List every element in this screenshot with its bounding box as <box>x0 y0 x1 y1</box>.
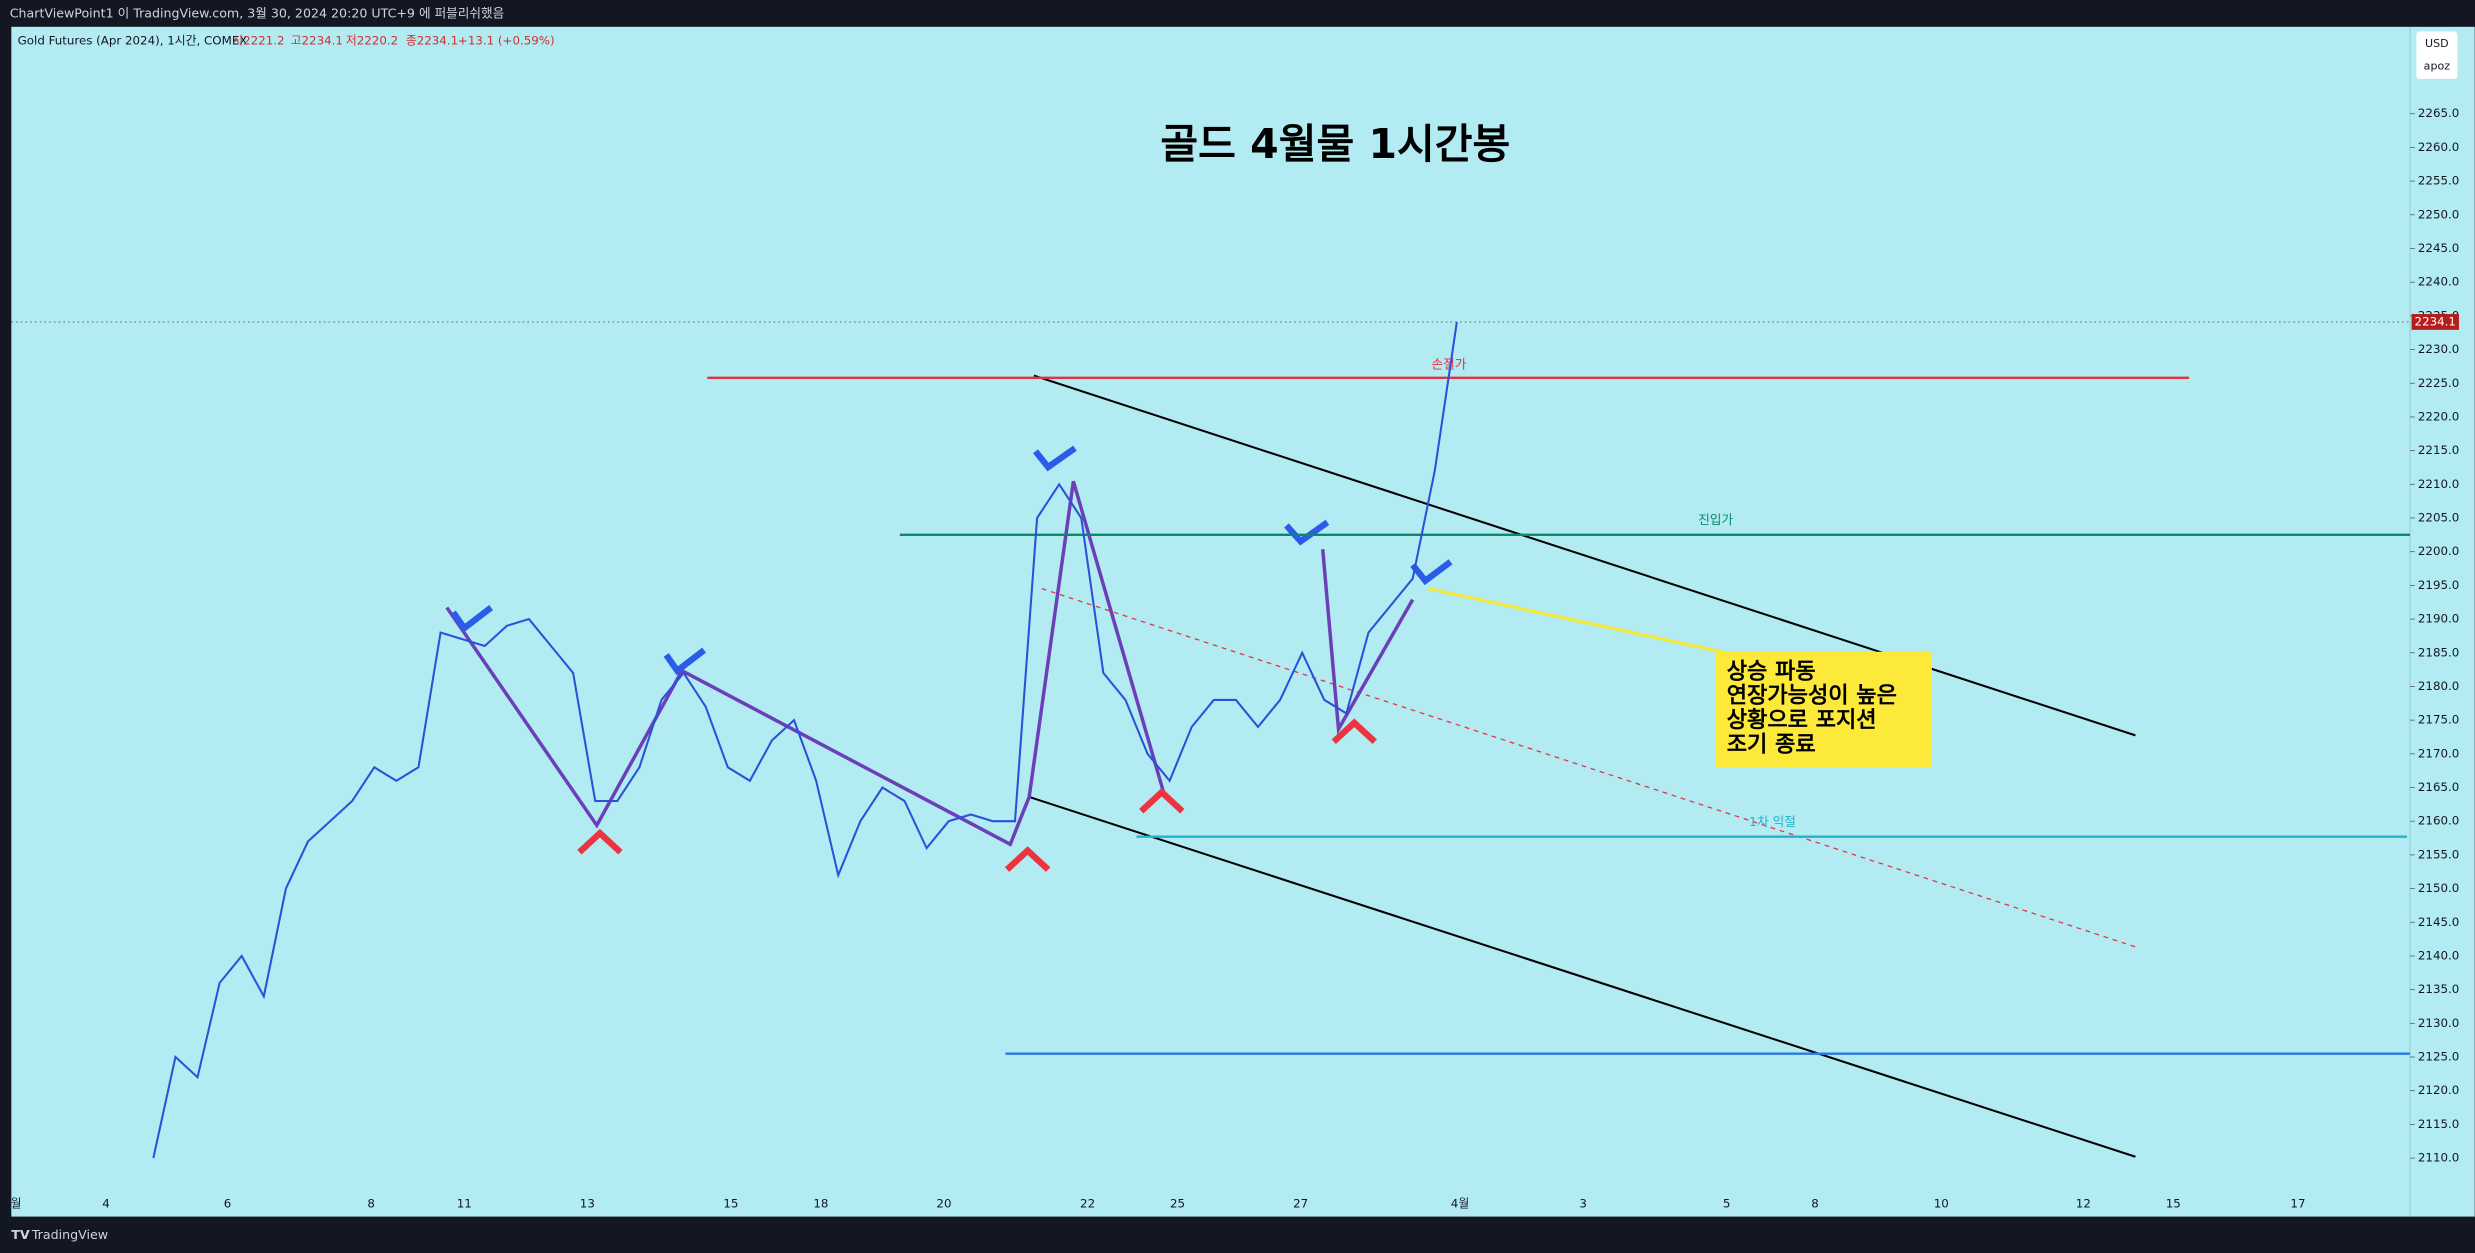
x-tick-label: 17 <box>2290 1197 2305 1211</box>
annotation-line: 상황으로 포지션 <box>1727 707 1877 733</box>
ohlc-value: 종2234.1 <box>406 34 458 48</box>
ohlc-value: 저2220.2 <box>346 34 398 48</box>
x-tick-label: 25 <box>1170 1197 1185 1211</box>
x-tick-label: 20 <box>936 1197 951 1211</box>
currency: USD <box>2425 37 2449 50</box>
annotation-line: 연장가능성이 높은 <box>1727 683 1897 709</box>
y-tick-label: 2200.0 <box>2418 544 2459 558</box>
top-marks <box>450 445 1453 676</box>
y-tick-label: 2175.0 <box>2418 713 2459 727</box>
y-tick-label: 2190.0 <box>2418 612 2459 626</box>
x-tick-label: 4 <box>102 1197 110 1211</box>
x-tick-label: 11 <box>457 1197 472 1211</box>
ohlc-value: 고2234.1 <box>291 34 343 48</box>
y-tick-label: 2185.0 <box>2418 645 2459 659</box>
last-price-label: 2234.1 <box>2415 314 2456 328</box>
y-tick-label: 2115.0 <box>2418 1117 2459 1131</box>
currency-box[interactable] <box>2416 31 2458 79</box>
y-tick-label: 2110.0 <box>2418 1151 2459 1165</box>
brand: TradingView <box>31 1227 108 1242</box>
y-tick-label: 2170.0 <box>2418 746 2459 760</box>
x-tick-label: 10 <box>1934 1197 1949 1211</box>
brand-logo: TV <box>11 1227 30 1242</box>
y-tick-label: 2220.0 <box>2418 409 2459 423</box>
level-label: 1차 익절 <box>1749 814 1796 829</box>
level-label: 손절가 <box>1432 357 1467 372</box>
x-tick-label: 3 <box>1579 1197 1587 1211</box>
y-tick-label: 2260.0 <box>2418 140 2459 154</box>
y-tick-label: 2265.0 <box>2418 106 2459 120</box>
callout-line <box>1428 587 1737 657</box>
channel-mid <box>1041 588 2136 948</box>
y-tick-label: 2225.0 <box>2418 376 2459 390</box>
y-tick-label: 2140.0 <box>2418 948 2459 962</box>
annotation-line: 조기 종료 <box>1727 732 1816 758</box>
x-tick-label: 27 <box>1293 1197 1308 1211</box>
annotation-box <box>1715 651 1932 767</box>
y-tick-label: 2145.0 <box>2418 915 2459 929</box>
x-tick-label: 5 <box>1723 1197 1731 1211</box>
y-tick-label: 2205.0 <box>2418 511 2459 525</box>
chart-background <box>11 26 2475 1217</box>
x-tick-label: 18 <box>813 1197 828 1211</box>
channel-line <box>1033 374 2136 737</box>
y-tick-label: 2255.0 <box>2418 174 2459 188</box>
y-tick-label: 2135.0 <box>2418 982 2459 996</box>
x-tick-label: 15 <box>2166 1197 2181 1211</box>
x-tick-label: 12 <box>2076 1197 2091 1211</box>
plot: 2110.0 2115.0 2120.0 2125.0 2130.0 2135.0 2140… <box>11 106 2460 1210</box>
y-tick-label: 2240.0 <box>2418 275 2459 289</box>
y-tick-label: 2120.0 <box>2418 1083 2459 1097</box>
bottom-marks <box>577 718 1377 872</box>
y-tick-label: 2195.0 <box>2418 578 2459 592</box>
x-tick-label: 15 <box>723 1197 738 1211</box>
channel-line <box>1028 795 2136 1158</box>
y-tick-label: 2210.0 <box>2418 477 2459 491</box>
y-tick-label: 2155.0 <box>2418 847 2459 861</box>
y-tick-label: 2215.0 <box>2418 443 2459 457</box>
publish-note: ChartViewPoint1 이 TradingView.com, 3월 30… <box>10 6 504 21</box>
y-tick-label: 2165.0 <box>2418 780 2459 794</box>
y-tick-label: 2250.0 <box>2418 207 2459 221</box>
price-line <box>152 321 1458 1159</box>
symbol-name: Gold Futures (Apr 2024), 1시간, COMEX <box>18 34 248 48</box>
y-tick-label: 2125.0 <box>2418 1050 2459 1064</box>
drawings <box>445 374 2136 1158</box>
x-tick-label: 8 <box>1811 1197 1819 1211</box>
wave-line <box>445 480 1167 847</box>
x-tick-label: 4월 <box>1451 1197 1469 1211</box>
y-tick-label: 2180.0 <box>2418 679 2459 693</box>
y-tick-label: 2230.0 <box>2418 342 2459 356</box>
y-tick-label: 2130.0 <box>2418 1016 2459 1030</box>
y-tick-label: 2160.0 <box>2418 814 2459 828</box>
x-tick-label: 22 <box>1080 1197 1095 1211</box>
x-tick-label: 월 <box>11 1197 22 1211</box>
annotation-line: 상승 파동 <box>1727 658 1816 684</box>
x-tick-label: 8 <box>367 1197 375 1211</box>
user: apoz <box>2424 59 2451 72</box>
y-tick-label: 2245.0 <box>2418 241 2459 255</box>
x-tick-label: 13 <box>580 1197 595 1211</box>
ohlc-value: 시2221.2 <box>232 34 284 48</box>
wave-line <box>1320 549 1415 735</box>
last-price-tag <box>2411 314 2459 330</box>
ohlc: 시2221.2 고2234.1 저2220.2 종2234.1 +13.1 (+0.59… <box>232 34 554 48</box>
footer <box>0 1216 2475 1253</box>
x-tick-label: 6 <box>224 1197 232 1211</box>
level-label: 진입가 <box>1698 512 1733 527</box>
chart-title: 골드 4월물 1시간봉 <box>1160 120 1510 168</box>
y-tick-label: 2150.0 <box>2418 881 2459 895</box>
ohlc-value: +13.1 (+0.59%) <box>458 34 555 48</box>
